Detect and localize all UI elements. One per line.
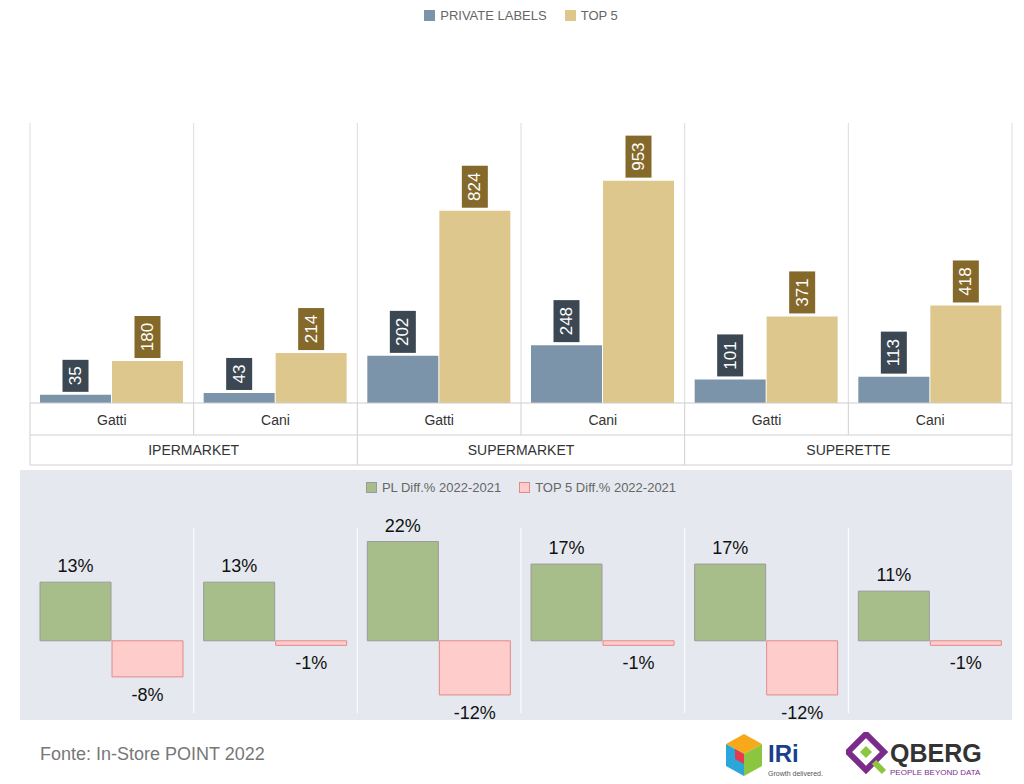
svg-text:Growth delivered.: Growth delivered. [768, 770, 823, 777]
html-text:PL Diff.% 2022-2021: PL Diff.% 2022-2021 [381, 480, 502, 495]
svg-text:202: 202 [393, 318, 412, 346]
svg-text:PEOPLE BEYOND DATA: PEOPLE BEYOND DATA [890, 768, 981, 777]
svg-text:953: 953 [629, 142, 648, 170]
svg-text:Cani: Cani [261, 412, 290, 428]
svg-text:43: 43 [230, 365, 249, 384]
svg-text:-12%: -12% [454, 703, 496, 720]
svg-text:214: 214 [302, 315, 321, 343]
svg-text:418: 418 [956, 267, 975, 295]
svg-text:Gatti: Gatti [97, 412, 127, 428]
svg-text:QBERG: QBERG [890, 739, 982, 767]
svg-text:371: 371 [793, 278, 812, 306]
svg-text:-12%: -12% [781, 703, 823, 720]
svg-text:Cani: Cani [916, 412, 945, 428]
svg-text:Gatti: Gatti [424, 412, 454, 428]
svg-text:13%: 13% [221, 556, 257, 576]
svg-text:-1%: -1% [295, 653, 327, 673]
svg-text:180: 180 [138, 323, 157, 351]
html-text:TOP 5: TOP 5 [580, 8, 618, 23]
svg-text:Gatti: Gatti [752, 412, 782, 428]
svg-text:17%: 17% [712, 538, 748, 558]
svg-text:824: 824 [465, 173, 484, 201]
svg-text:13%: 13% [57, 556, 93, 576]
svg-text:22%: 22% [385, 516, 421, 536]
svg-text:SUPERMARKET: SUPERMARKET [468, 442, 575, 458]
svg-text:IRi: IRi [768, 740, 799, 767]
svg-text:101: 101 [721, 341, 740, 369]
html-text:PRIVATE LABELS: PRIVATE LABELS [440, 8, 547, 23]
svg-text:SUPERETTE: SUPERETTE [806, 442, 890, 458]
svg-text:11%: 11% [876, 565, 911, 585]
svg-text:35: 35 [66, 366, 85, 385]
svg-text:248: 248 [557, 307, 576, 335]
svg-text:-1%: -1% [950, 653, 982, 673]
html-text:Fonte: In-Store POINT 2022: Fonte: In-Store POINT 2022 [40, 744, 265, 764]
html-text:TOP 5 Diff.% 2022-2021: TOP 5 Diff.% 2022-2021 [535, 480, 677, 495]
svg-text:Cani: Cani [588, 412, 617, 428]
svg-text:IPERMARKET: IPERMARKET [148, 442, 239, 458]
svg-text:113: 113 [884, 339, 903, 366]
svg-text:17%: 17% [548, 538, 584, 558]
svg-text:-8%: -8% [131, 685, 163, 705]
svg-text:-1%: -1% [622, 653, 654, 673]
